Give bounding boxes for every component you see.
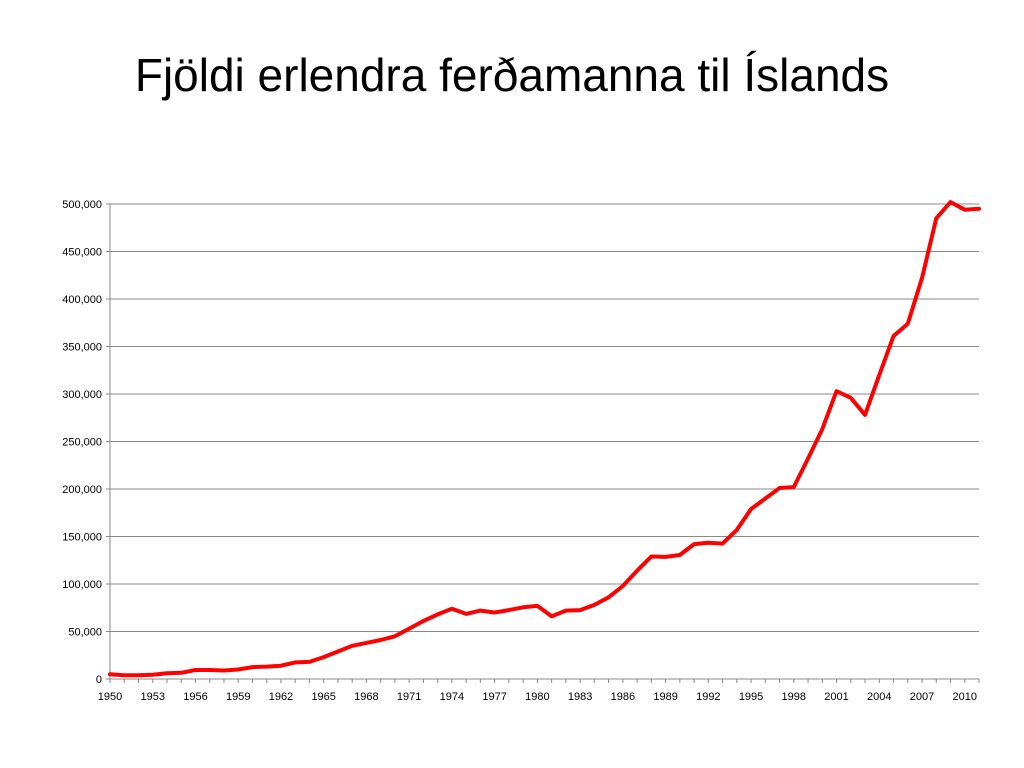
x-tick-label: 1956	[183, 691, 207, 703]
x-tick-label: 1950	[98, 691, 122, 703]
x-tick-label: 1974	[440, 691, 464, 703]
y-tick-label: 50,000	[68, 627, 102, 639]
slide-title: Fjöldi erlendra ferðamanna til Íslands	[134, 49, 890, 101]
y-tick-label: 400,000	[62, 294, 102, 306]
y-tick-label: 200,000	[62, 484, 102, 496]
x-tick-label: 1977	[482, 691, 506, 703]
x-tick-label: 1968	[354, 691, 378, 703]
y-tick-label: 300,000	[62, 389, 102, 401]
x-tick-label: 1971	[397, 691, 421, 703]
x-tick-label: 1989	[653, 691, 677, 703]
x-tick-label: 1953	[140, 691, 164, 703]
x-tick-label: 2010	[953, 691, 977, 703]
x-tick-label: 2001	[824, 691, 848, 703]
x-tick-label: 2007	[910, 691, 934, 703]
y-tick-label: 500,000	[62, 199, 102, 211]
x-tick-label: 2004	[867, 691, 891, 703]
y-axis-tick-labels: 0 50,000 100,000 150,000 200,000 250,000 300,0…	[62, 199, 102, 686]
series	[108, 200, 981, 678]
grid-lines	[110, 203, 979, 632]
x-tick-label: 1965	[311, 691, 335, 703]
x-tick-label: 1986	[611, 691, 635, 703]
x-tick-label: 1998	[782, 691, 806, 703]
y-tick-label: 450,000	[62, 247, 102, 259]
x-tick-label: 1983	[568, 691, 592, 703]
x-axis-tick-labels: 1950 1953 1956 1959 1962 1965 1968 1971 1974 1977…	[98, 691, 977, 703]
series-line	[108, 200, 981, 678]
x-tick-label: 1992	[696, 691, 720, 703]
y-tick-label: 0	[96, 674, 102, 686]
y-tick-label: 100,000	[62, 579, 102, 591]
y-tick-label: 350,000	[62, 342, 102, 354]
axes	[106, 203, 980, 683]
y-tick-label: 250,000	[62, 437, 102, 449]
x-tick-label: 1959	[226, 691, 250, 703]
x-tick-label: 1962	[269, 691, 293, 703]
x-tick-label: 1995	[739, 691, 763, 703]
y-tick-label: 150,000	[62, 532, 102, 544]
x-tick-label: 1980	[525, 691, 549, 703]
